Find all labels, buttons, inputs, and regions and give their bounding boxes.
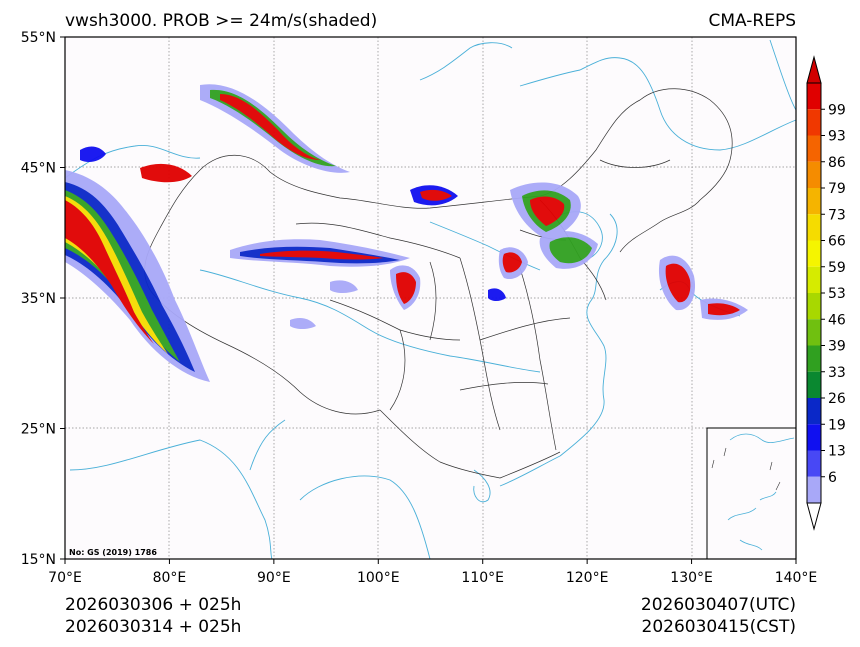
lat-label: 35°N: [21, 291, 56, 307]
colorbar-label: 66: [828, 234, 846, 250]
colorbar-segment: [807, 319, 821, 346]
colorbar-extend-max: [806, 55, 822, 84]
colorbar-label: 53: [828, 286, 846, 302]
colorbar-label: 19: [828, 417, 846, 433]
colorbar-label: 6: [828, 470, 837, 486]
valid-time-utc: 2026030407(UTC): [641, 595, 796, 615]
latitude-labels: 55°N 45°N 35°N 25°N 15°N: [21, 30, 65, 568]
valid-time-cst: 2026030415(CST): [642, 617, 796, 637]
colorbar-label: 79: [828, 181, 846, 197]
colorbar-label: 39: [828, 339, 846, 355]
lon-label: 90°E: [257, 570, 291, 586]
colorbar-segment: [807, 345, 821, 372]
colorbar-segment: [807, 450, 821, 477]
lat-label: 55°N: [21, 30, 56, 46]
colorbar-label: 99: [828, 102, 846, 118]
colorbar-segment: [807, 188, 821, 215]
colorbar-segment: [807, 293, 821, 320]
colorbar-segment: [807, 161, 821, 188]
colorbar-extend-min: [806, 502, 822, 531]
init-time-cst: 2026030314 + 025h: [65, 617, 241, 637]
probability-shading: [65, 84, 748, 382]
colorbar-label: 33: [828, 365, 846, 381]
lon-label: 100°E: [357, 570, 400, 586]
colorbar-segment: [807, 135, 821, 162]
colorbar-label: 93: [828, 129, 846, 145]
lon-label: 140°E: [775, 570, 818, 586]
colorbar-segment: [807, 214, 821, 241]
colorbar-segment: [807, 424, 821, 451]
colorbar-segment: [807, 476, 821, 503]
lon-label: 70°E: [48, 570, 82, 586]
colorbar-label: 86: [828, 155, 846, 171]
colorbar-segment: [807, 266, 821, 293]
colorbar-segment: [807, 371, 821, 398]
model-name: CMA-REPS: [708, 11, 796, 31]
longitude-labels: 70°E 80°E 90°E 100°E 110°E 120°E 130°E 140°E: [48, 559, 817, 586]
lon-label: 130°E: [670, 570, 713, 586]
init-time-utc: 2026030306 + 025h: [65, 595, 241, 615]
colorbar-segment: [807, 398, 821, 425]
colorbar-segment: [807, 240, 821, 267]
map-review-number: No: GS (2019) 1786: [69, 548, 157, 557]
colorbar-label: 59: [828, 260, 846, 276]
lon-label: 110°E: [461, 570, 504, 586]
lat-label: 25°N: [21, 422, 56, 438]
lat-label: 15°N: [21, 552, 56, 568]
lon-label: 80°E: [153, 570, 187, 586]
colorbar: 99 93 86 79 73 66 59 53 46 39 33 26 19 13 6: [806, 55, 846, 531]
colorbar-segment: [807, 109, 821, 136]
south-china-sea-inset: [706, 427, 797, 560]
borders: [144, 88, 733, 479]
chart-title: vwsh3000. PROB >= 24m/s(shaded): [65, 11, 377, 31]
colorbar-label: 46: [828, 312, 846, 328]
colorbar-label: 73: [828, 207, 846, 223]
coastlines: [64, 39, 797, 560]
colorbar-label: 13: [828, 444, 846, 460]
colorbar-label: 26: [828, 391, 846, 407]
map-panel: No: GS (2019) 1786: [64, 36, 797, 560]
colorbar-segment: [807, 83, 821, 110]
lon-label: 120°E: [566, 570, 609, 586]
lat-label: 45°N: [21, 161, 56, 177]
